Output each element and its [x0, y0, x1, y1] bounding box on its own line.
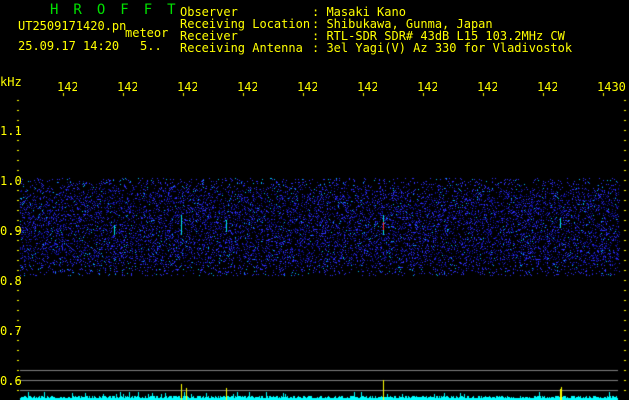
freq-label: 1422 [117, 80, 137, 94]
antenna-value: : 3el Yagi(V) Az 330 for Vladivostok [312, 41, 573, 55]
location-label: Receiving Location [180, 17, 311, 31]
app-title: HROFFT [50, 2, 191, 18]
location-value: : Shibukawa, Gunma, Japan [312, 17, 493, 31]
receiver-value: : RTL-SDR SDR# 43dB L15 103.2MHz CW [312, 29, 565, 43]
freq-label: 1424 [237, 80, 257, 94]
y-label: 0.7 [0, 324, 22, 338]
observer-label: Observer [180, 5, 238, 19]
freq-label: 1423 [177, 80, 197, 94]
y-label: 1.1 [0, 124, 22, 138]
y-label: 1.0 [0, 174, 22, 188]
y-label: 0.6 [0, 374, 22, 388]
receiver-label: Receiver [180, 29, 238, 43]
freq-label: 1425 [297, 80, 317, 94]
freq-label: 1426 [357, 80, 377, 94]
value-label: 5.. [140, 39, 162, 53]
mode-label: meteor [125, 26, 169, 40]
freq-label: 1429 [537, 80, 557, 94]
observer-value: : Masaki Kano [312, 5, 406, 19]
freq-label: 1430 [597, 80, 626, 94]
unit-label: kHz [0, 75, 22, 89]
filename: UT2509171420.pn [18, 19, 127, 33]
freq-label: 1428 [477, 80, 497, 94]
freq-label: 1427 [417, 80, 437, 94]
datetime: 25.09.17 14:20 [18, 39, 120, 53]
y-label: 0.8 [0, 274, 22, 288]
antenna-label: Receiving Antenna [180, 41, 303, 55]
y-label: 0.9 [0, 224, 22, 238]
